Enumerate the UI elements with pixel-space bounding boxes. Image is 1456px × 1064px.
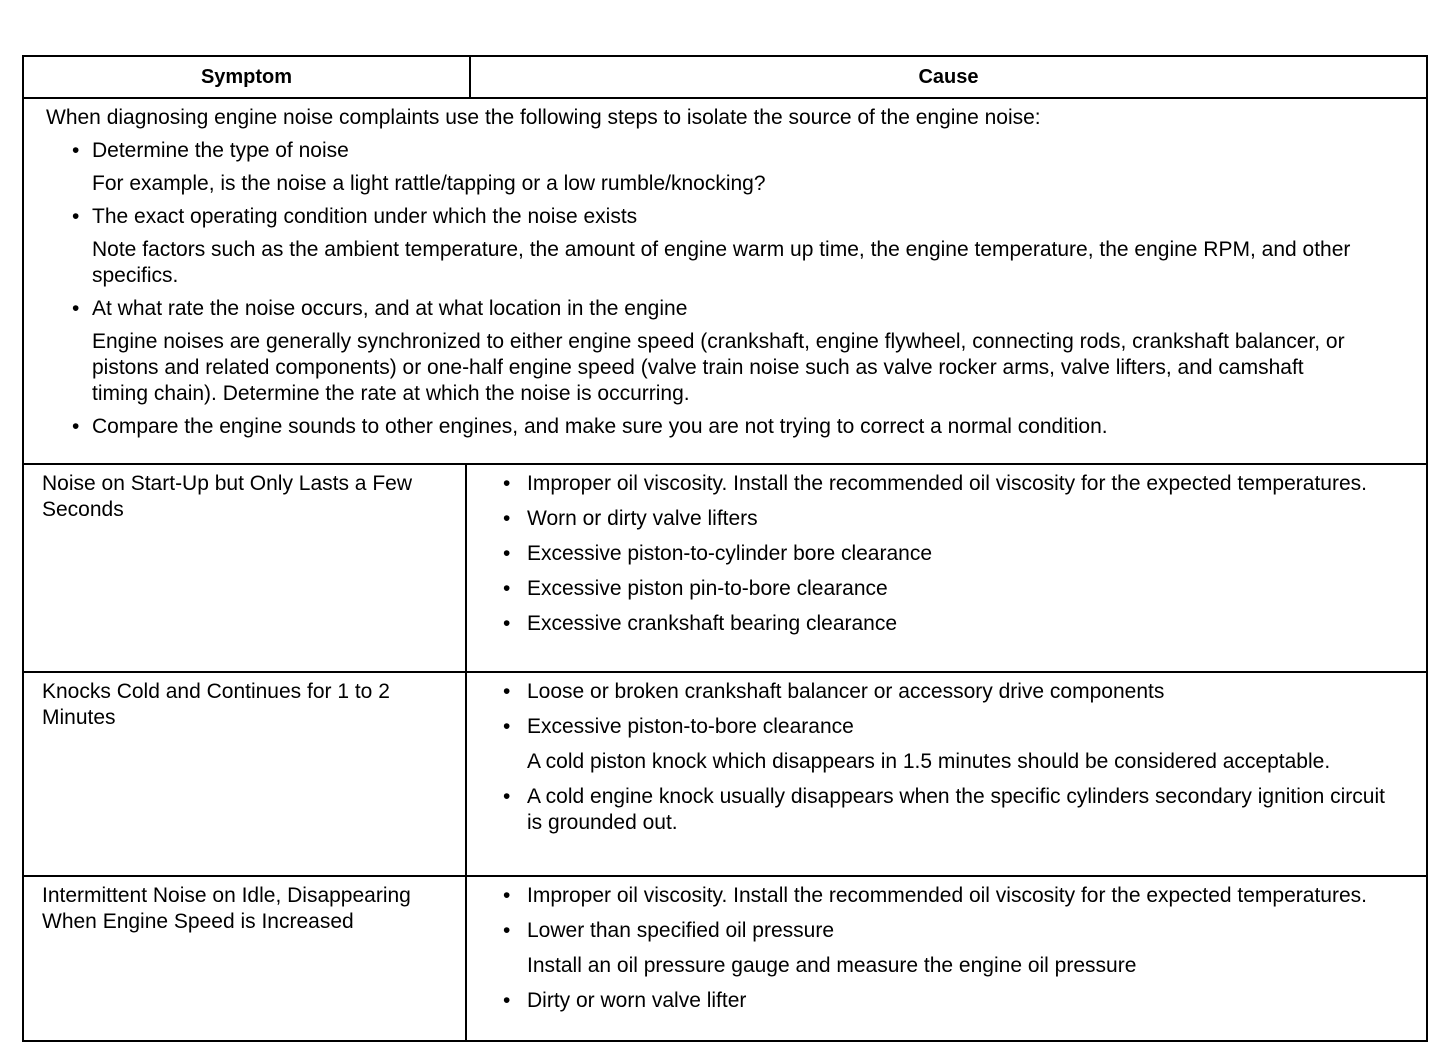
step-detail: Engine noises are generally synchronized… xyxy=(92,330,1345,405)
intro-section: When diagnosing engine noise complaints … xyxy=(24,99,1426,465)
cause-cell: Improper oil viscosity. Install the reco… xyxy=(467,877,1426,1040)
step-detail: Note factors such as the ambient tempera… xyxy=(92,238,1351,287)
step-detail: For example, is the noise a light rattle… xyxy=(92,172,766,195)
cause-item: Excessive piston-to-bore clearance xyxy=(503,714,1396,740)
step-title: Determine the type of noise xyxy=(46,138,1412,164)
step-title: Compare the engine sounds to other engin… xyxy=(46,414,1412,440)
cause-item: Improper oil viscosity. Install the reco… xyxy=(503,883,1396,909)
cause-item: Lower than specified oil pressure xyxy=(503,918,1396,944)
table-row: Intermittent Noise on Idle, Disappearing… xyxy=(24,877,1426,1040)
diagnosis-table: Symptom Cause When diagnosing engine noi… xyxy=(22,55,1428,1042)
intro-lead: When diagnosing engine noise complaints … xyxy=(46,106,1041,129)
cause-item: Improper oil viscosity. Install the reco… xyxy=(503,471,1396,497)
cause-item: Loose or broken crankshaft balancer or a… xyxy=(503,679,1396,705)
symptom-header: Symptom xyxy=(24,57,471,97)
cause-cell: Improper oil viscosity. Install the reco… xyxy=(467,465,1426,671)
step-title: The exact operating condition under whic… xyxy=(46,204,1412,230)
cause-note: Install an oil pressure gauge and measur… xyxy=(527,954,1137,977)
symptom-cell: Noise on Start-Up but Only Lasts a Few S… xyxy=(24,465,467,671)
cause-item: A cold engine knock usually disappears w… xyxy=(503,784,1396,836)
cause-item: Excessive piston-to-cylinder bore cleara… xyxy=(503,541,1396,567)
symptom-cell: Intermittent Noise on Idle, Disappearing… xyxy=(24,877,467,1040)
cause-cell: Loose or broken crankshaft balancer or a… xyxy=(467,673,1426,875)
cause-header: Cause xyxy=(918,66,979,88)
cause-item: Worn or dirty valve lifters xyxy=(503,506,1396,532)
table-header: Symptom Cause xyxy=(24,57,1426,99)
cause-item: Dirty or worn valve lifter xyxy=(503,988,1396,1014)
cause-item: Excessive crankshaft bearing clearance xyxy=(503,611,1396,637)
step-title: At what rate the noise occurs, and at wh… xyxy=(46,296,1412,322)
table-row: Noise on Start-Up but Only Lasts a Few S… xyxy=(24,465,1426,673)
cause-note: A cold piston knock which disappears in … xyxy=(527,750,1331,773)
symptom-cell: Knocks Cold and Continues for 1 to 2 Min… xyxy=(24,673,467,875)
table-row: Knocks Cold and Continues for 1 to 2 Min… xyxy=(24,673,1426,877)
cause-item: Excessive piston pin-to-bore clearance xyxy=(503,576,1396,602)
